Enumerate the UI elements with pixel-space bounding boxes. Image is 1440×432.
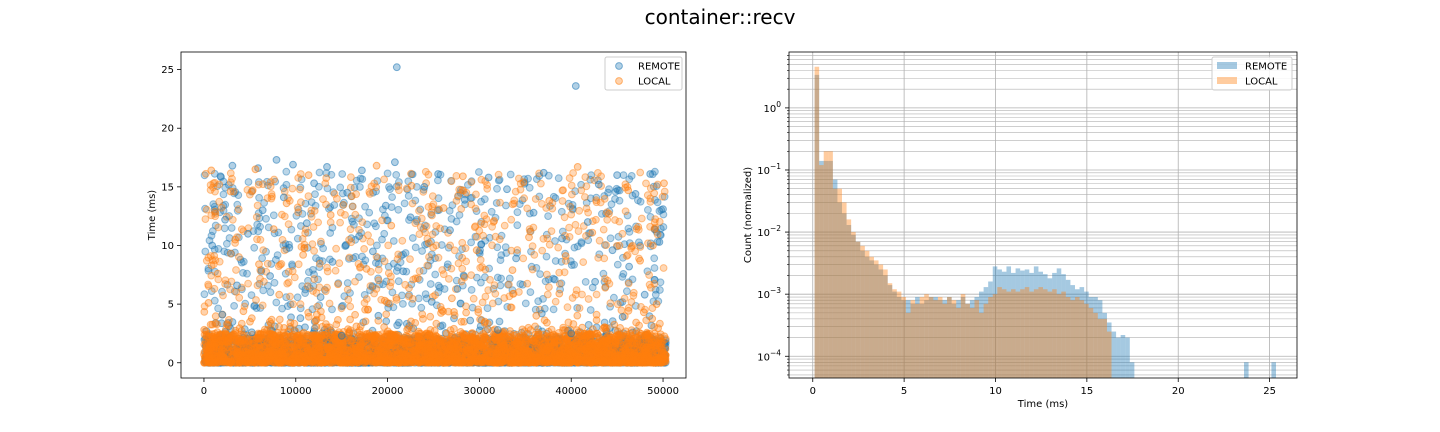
local-band-point	[304, 312, 313, 321]
figure-title: container::recv	[644, 5, 796, 29]
local-band-point	[275, 315, 284, 324]
local-band-point	[540, 316, 549, 325]
local-band-point	[208, 320, 217, 329]
remote-band-point	[395, 318, 403, 327]
local-band-point	[632, 318, 640, 327]
local-band-point	[432, 319, 441, 328]
local-band-point	[407, 317, 415, 326]
local-band-point	[457, 317, 466, 326]
local-band-point	[462, 308, 471, 317]
local-band-point	[332, 320, 341, 329]
local-band-point	[247, 314, 256, 323]
local-band-point	[573, 311, 582, 320]
scatter-dense-band	[200, 305, 670, 367]
remote-band-point	[495, 317, 504, 326]
local-band-point	[351, 310, 360, 319]
local-band-point	[408, 325, 416, 334]
scatter-plot-area	[200, 63, 670, 367]
local-band-point	[656, 319, 664, 328]
scatter-chart: 0 10000 20000 30000 40000 500000510152025Time…	[147, 51, 687, 397]
